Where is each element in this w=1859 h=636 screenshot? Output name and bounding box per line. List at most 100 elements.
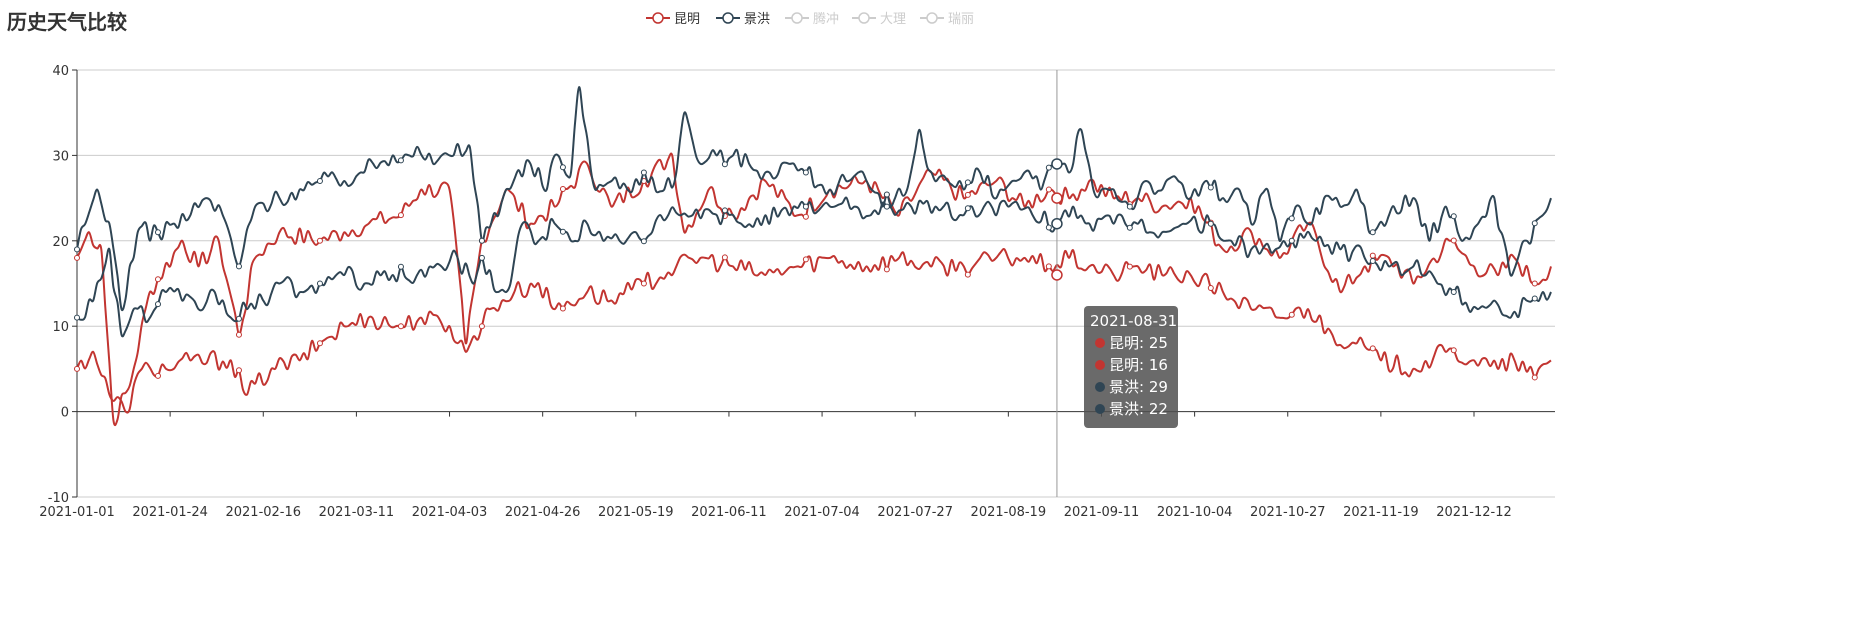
legend-label: 景洪	[744, 12, 770, 27]
series-point	[154, 229, 161, 236]
chart-title: 历史天气比较	[7, 10, 127, 34]
series-point	[74, 254, 80, 261]
series-point	[1288, 215, 1295, 222]
tooltip-row-label: 昆明: 25	[1109, 334, 1168, 352]
series-point	[316, 237, 323, 244]
series-line-1[interactable]	[76, 248, 1552, 414]
series-point	[1531, 374, 1538, 381]
series-point	[397, 157, 404, 164]
series-point	[478, 254, 485, 261]
series-point	[1531, 280, 1538, 287]
series-point	[316, 340, 323, 347]
series-point	[1045, 263, 1052, 270]
highlight-point	[1051, 269, 1063, 281]
x-tick-label: 2021-08-19	[971, 505, 1047, 520]
series-point	[1207, 220, 1214, 227]
series-point	[721, 207, 728, 214]
legend-label: 腾冲	[813, 11, 839, 27]
legend-circle-icon	[722, 12, 734, 24]
series-dot-icon	[1095, 338, 1105, 348]
x-tick-label: 2021-10-04	[1157, 505, 1233, 520]
legend-item-2[interactable]: 腾冲	[785, 11, 839, 27]
series-point	[964, 179, 971, 186]
legend-label: 昆明	[674, 12, 700, 27]
axes: -10 0 10 20 30 40 2021-01-01 2021-01-24 2021-02-…	[39, 64, 1555, 520]
tooltip-row: 景洪: 22	[1090, 398, 1178, 420]
legend-label: 大理	[880, 12, 906, 27]
series-point	[154, 301, 161, 308]
series-point	[154, 372, 161, 379]
tooltip-row-label: 景洪: 29	[1109, 378, 1168, 396]
tooltip-row-label: 景洪: 22	[1109, 400, 1168, 418]
legend-item-4[interactable]: 瑞丽	[920, 12, 974, 27]
y-tick-label: 30	[52, 149, 69, 164]
series-line-0[interactable]	[76, 152, 1552, 427]
series-point	[802, 169, 809, 176]
series-lines	[74, 86, 1552, 427]
series-point	[1450, 237, 1457, 244]
series-point	[316, 280, 323, 287]
series-point	[721, 161, 728, 168]
series-point	[559, 185, 566, 192]
series-point	[1369, 252, 1376, 259]
hover-crosshair	[1051, 70, 1063, 497]
series-point	[964, 271, 971, 278]
x-tick-label: 2021-07-27	[877, 505, 953, 520]
series-point	[1045, 164, 1052, 171]
series-point	[1450, 289, 1457, 296]
grid-lines	[77, 69, 1555, 498]
series-point	[559, 164, 566, 171]
tooltip-row: 昆明: 16	[1090, 354, 1178, 376]
x-tick-label: 2021-02-16	[225, 505, 301, 520]
series-point	[1531, 220, 1538, 227]
series-point	[397, 212, 404, 219]
series-point	[1045, 186, 1052, 193]
tooltip-rows: 昆明: 25 昆明: 16 景洪: 29 景洪: 22	[1090, 332, 1178, 420]
series-point	[1369, 345, 1376, 352]
series-point	[478, 237, 485, 244]
series-point	[1369, 229, 1376, 236]
x-tick-label: 2021-05-19	[598, 505, 674, 520]
series-line-2[interactable]	[76, 86, 1552, 312]
highlight-point	[1051, 217, 1063, 230]
series-point	[397, 323, 404, 330]
x-tick-label: 2021-11-19	[1343, 505, 1419, 520]
tooltip-row: 景洪: 29	[1090, 376, 1178, 398]
series-point	[235, 263, 242, 270]
series-point	[640, 238, 647, 245]
series-line-3[interactable]	[76, 196, 1552, 338]
series-point	[74, 314, 80, 321]
highlight-point	[1051, 158, 1063, 170]
x-tick-label: 2021-01-24	[132, 505, 208, 520]
x-tick-label: 2021-06-11	[691, 505, 767, 520]
series-point	[802, 213, 809, 220]
y-tick-label: 40	[52, 64, 69, 79]
x-tick-label: 2021-07-04	[784, 505, 860, 520]
x-tick-label: 2021-03-11	[319, 505, 395, 520]
legend-item-0[interactable]: 昆明	[646, 12, 700, 27]
x-tick-label: 2021-01-01	[39, 505, 115, 520]
series-point	[1288, 237, 1295, 244]
tooltip: 2021-08-31 昆明: 25 昆明: 16 景洪: 29 景洪: 22	[1084, 306, 1178, 428]
tooltip-row-label: 昆明: 16	[1109, 356, 1168, 374]
legend: 昆明 景洪 腾冲 大理 瑞丽	[646, 11, 974, 27]
series-dot-icon	[1095, 382, 1105, 392]
series-point	[802, 203, 809, 210]
legend-item-1[interactable]: 景洪	[716, 12, 770, 27]
series-point	[883, 266, 890, 273]
series-point	[1369, 257, 1376, 264]
legend-item-3[interactable]: 大理	[852, 12, 906, 27]
series-point	[802, 256, 809, 263]
series-point	[1531, 295, 1538, 302]
x-tick-label: 2021-04-03	[412, 505, 488, 520]
series-point	[235, 367, 242, 374]
legend-label: 瑞丽	[948, 12, 974, 27]
series-point	[559, 228, 566, 235]
series-point	[1207, 285, 1214, 292]
series-point	[640, 169, 647, 176]
x-tick-label: 2021-09-11	[1064, 505, 1140, 520]
y-tick-label: 0	[61, 406, 69, 421]
series-point	[964, 205, 971, 212]
series-point	[1126, 224, 1133, 231]
